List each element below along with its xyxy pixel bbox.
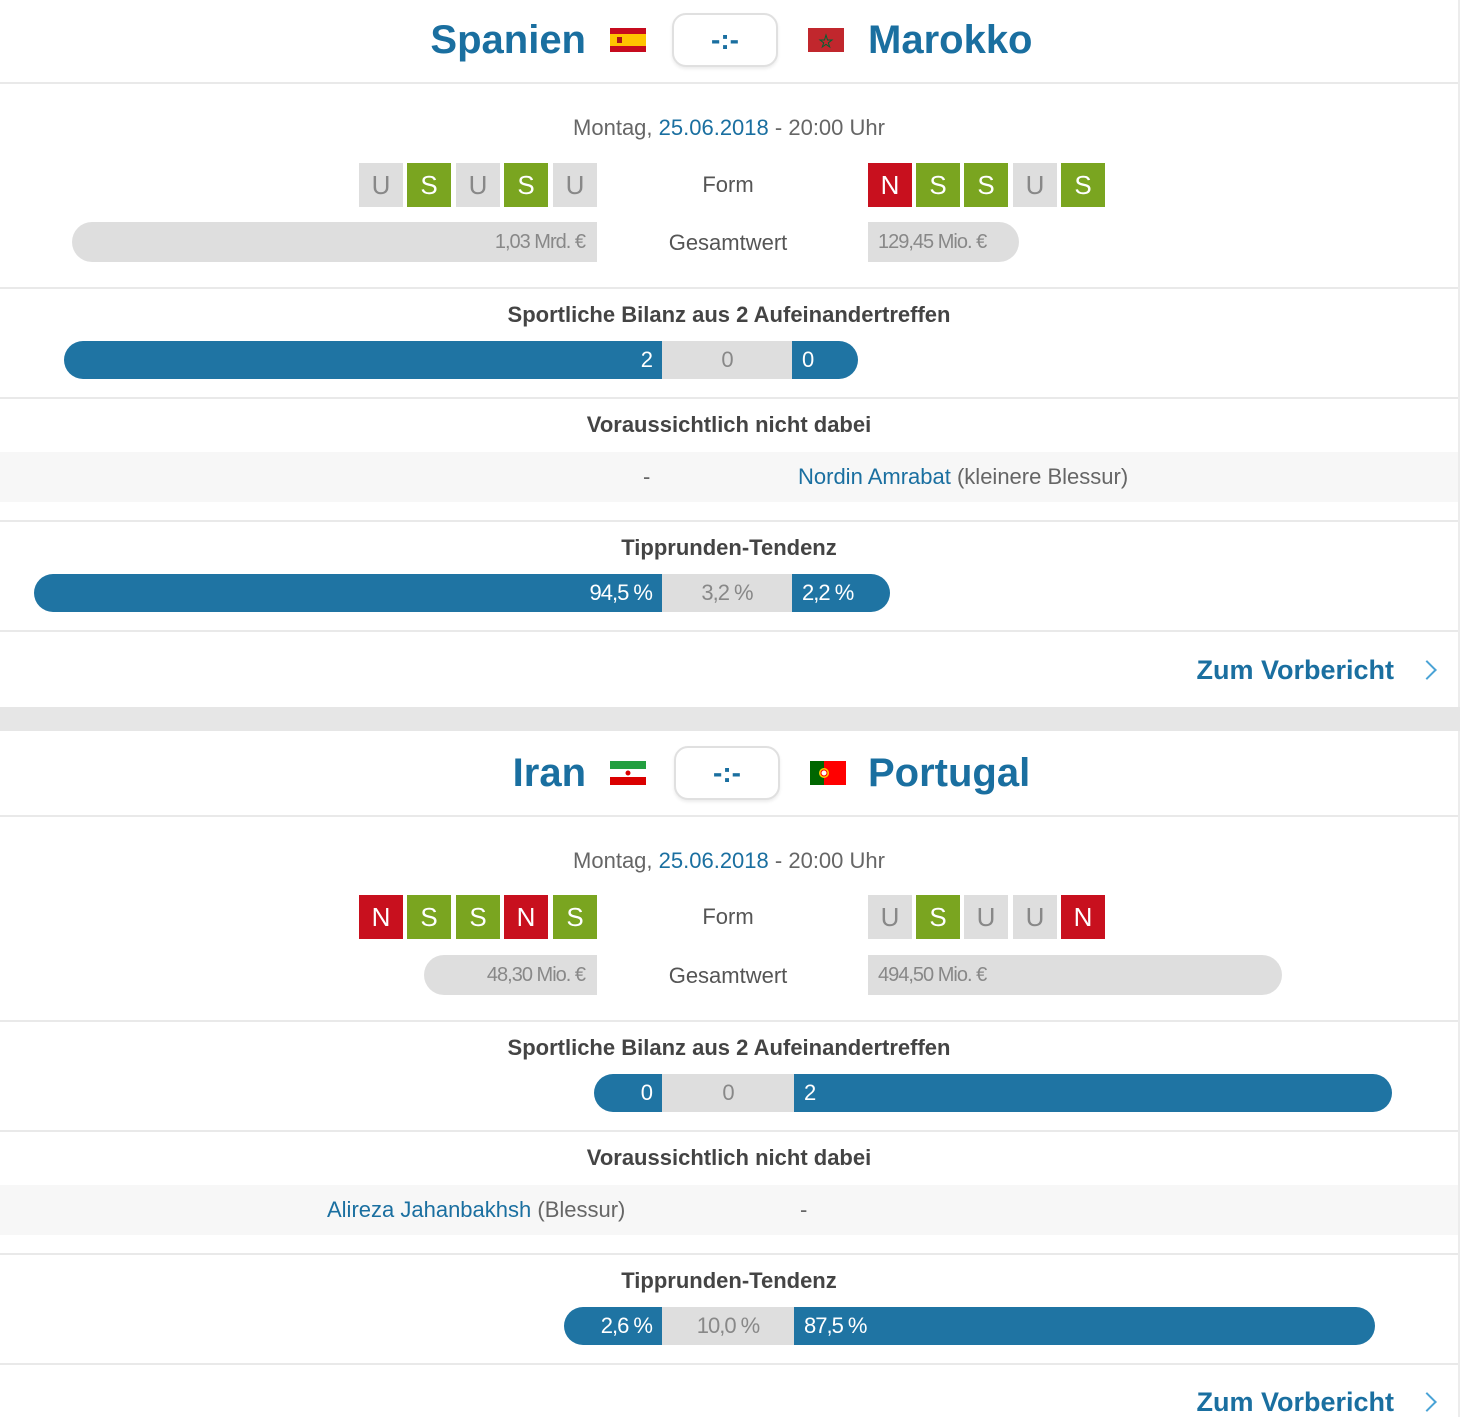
absent-title: Voraussichtlich nicht dabei: [586, 1145, 872, 1170]
tip-title: Tipprunden-Tendenz: [621, 1268, 837, 1293]
home-absent-none: -: [643, 464, 651, 489]
home-form-2: S: [407, 163, 451, 207]
home-form-4: N: [504, 895, 548, 939]
h2h-draws: 0: [662, 341, 792, 379]
away-form-5: N: [1061, 895, 1105, 939]
home-team-name[interactable]: Iran: [512, 751, 586, 795]
home-market-value: 1,03 Mrd. €: [72, 222, 597, 262]
form-label: Form: [702, 172, 754, 197]
match-card: Iran -:- Portugal Montag, 25.06.2018 - 2…: [0, 731, 1460, 1417]
score-button[interactable]: -:-: [674, 746, 780, 800]
away-market-value: 494,50 Mio. €: [868, 955, 1282, 995]
away-form-1: N: [868, 163, 912, 207]
away-form-3: S: [964, 163, 1008, 207]
h2h-home-wins: 2: [64, 341, 662, 379]
morocco-flag-icon: [808, 28, 844, 52]
away-team-name[interactable]: Marokko: [868, 18, 1033, 62]
divider: [0, 397, 1458, 399]
divider: [0, 520, 1458, 522]
chevron-right-icon[interactable]: [1417, 660, 1437, 680]
tip-home: 2,6 %: [564, 1307, 662, 1345]
kickoff-time: 20:00 Uhr: [788, 115, 885, 140]
away-absent-none: -: [800, 1197, 808, 1222]
away-form-2: S: [916, 163, 960, 207]
separator-gap: [0, 707, 1460, 731]
away-form-4: U: [1013, 163, 1057, 207]
score-button[interactable]: -:-: [672, 13, 778, 67]
away-absent: Nordin Amrabat (kleinere Blessur): [798, 452, 1128, 502]
home-form-2: S: [407, 895, 451, 939]
h2h-away-wins: 2: [794, 1074, 1392, 1112]
match-date: Montag, 25.06.2018 - 20:00 Uhr: [0, 848, 1458, 874]
value-label: Gesamtwert: [668, 230, 788, 255]
h2h-home-wins: 0: [594, 1074, 662, 1112]
form-label: Form: [702, 904, 754, 929]
divider: [0, 1253, 1458, 1255]
home-form-3: U: [456, 163, 500, 207]
absent-row: - Nordin Amrabat (kleinere Blessur): [0, 452, 1458, 502]
home-form-4: S: [504, 163, 548, 207]
h2h-title: Sportliche Bilanz aus 2 Aufeinandertreff…: [507, 1035, 951, 1060]
preview-link[interactable]: Zum Vorbericht: [1196, 655, 1394, 685]
divider: [0, 82, 1458, 84]
h2h-draws: 0: [662, 1074, 794, 1112]
weekday: Montag,: [573, 848, 653, 873]
tip-draw: 10,0 %: [662, 1307, 794, 1345]
absent-row: Alireza Jahanbakhsh (Blessur) -: [0, 1185, 1458, 1235]
away-form-5: S: [1061, 163, 1105, 207]
away-form-2: S: [916, 895, 960, 939]
home-form-1: U: [359, 163, 403, 207]
tip-away: 87,5 %: [794, 1307, 1375, 1345]
h2h-away-wins: 0: [792, 341, 858, 379]
chevron-right-icon[interactable]: [1417, 1392, 1437, 1412]
kickoff-time: 20:00 Uhr: [788, 848, 885, 873]
match-date: Montag, 25.06.2018 - 20:00 Uhr: [0, 115, 1458, 141]
away-form-1: U: [868, 895, 912, 939]
absent-player-link[interactable]: Nordin Amrabat: [798, 464, 951, 489]
absent-player-link[interactable]: Alireza Jahanbakhsh: [327, 1197, 532, 1222]
away-market-value: 129,45 Mio. €: [868, 222, 1019, 262]
home-form-1: N: [359, 895, 403, 939]
tip-draw: 3,2 %: [662, 574, 792, 612]
away-team-name[interactable]: Portugal: [868, 751, 1031, 795]
absent-reason: (kleinere Blessur): [956, 464, 1129, 489]
home-form-5: U: [553, 163, 597, 207]
home-market-value: 48,30 Mio. €: [424, 955, 597, 995]
away-form-4: U: [1013, 895, 1057, 939]
spain-flag-icon: [610, 28, 646, 52]
home-form-3: S: [456, 895, 500, 939]
away-form-3: U: [964, 895, 1008, 939]
preview-link[interactable]: Zum Vorbericht: [1196, 1387, 1394, 1417]
home-absent: Alireza Jahanbakhsh (Blessur): [327, 1185, 625, 1235]
date-link[interactable]: 25.06.2018: [658, 848, 769, 873]
weekday: Montag,: [573, 115, 653, 140]
divider: [0, 1130, 1458, 1132]
tip-title: Tipprunden-Tendenz: [621, 535, 837, 560]
divider: [0, 1020, 1458, 1022]
divider: [1458, 731, 1460, 1417]
separator: -: [774, 115, 783, 140]
iran-flag-icon: [610, 761, 646, 785]
separator: -: [774, 848, 783, 873]
divider: [0, 1363, 1458, 1365]
home-team-name[interactable]: Spanien: [430, 18, 586, 62]
absent-reason: (Blessur): [537, 1197, 626, 1222]
divider: [0, 287, 1458, 289]
absent-title: Voraussichtlich nicht dabei: [586, 412, 872, 437]
portugal-flag-icon: [810, 761, 846, 785]
match-card: Spanien -:- Marokko Montag, 25.06.2018 -…: [0, 0, 1460, 707]
h2h-title: Sportliche Bilanz aus 2 Aufeinandertreff…: [507, 302, 951, 327]
tip-home: 94,5 %: [34, 574, 662, 612]
value-label: Gesamtwert: [668, 963, 788, 988]
home-form-5: S: [553, 895, 597, 939]
date-link[interactable]: 25.06.2018: [658, 115, 769, 140]
tip-away: 2,2 %: [792, 574, 890, 612]
divider: [1458, 0, 1460, 707]
divider: [0, 630, 1458, 632]
divider: [0, 815, 1458, 817]
